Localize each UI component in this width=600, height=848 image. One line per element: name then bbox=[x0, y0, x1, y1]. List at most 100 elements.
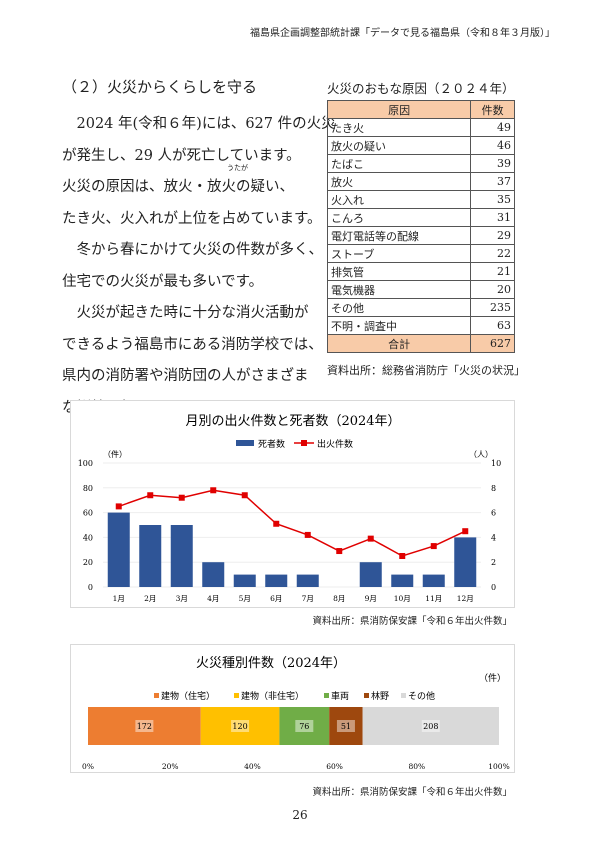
table-row: たき火 49 bbox=[326, 118, 515, 137]
table-row: 電灯電話等の配線 29 bbox=[326, 226, 515, 245]
month-label: 4月 bbox=[207, 594, 219, 603]
cause-cell: 排気管 bbox=[326, 262, 472, 281]
total-row: 合計 627 bbox=[326, 334, 515, 353]
fire-type-chart: 火災種別件数（2024年） （件） 建物（住宅） 建物（非住宅） 車両 林野 その他 172 1… bbox=[70, 644, 515, 773]
total-label: 合計 bbox=[326, 334, 472, 353]
point-fires bbox=[210, 487, 217, 494]
section-title: （２）火災からくらしを守る bbox=[62, 78, 258, 96]
left-tick: 100 bbox=[78, 459, 93, 468]
cause-cell: 放火の疑い bbox=[326, 136, 472, 155]
bar-deaths bbox=[170, 525, 193, 587]
legend-swatch bbox=[364, 693, 369, 698]
monthly-chart: 月別の出火件数と死者数（2024年） 死者数 出火件数 （件） （人） 0 0 20 2 40 4 6… bbox=[70, 400, 515, 608]
data-label-bg bbox=[336, 720, 355, 732]
data-label-bg bbox=[135, 720, 154, 732]
left-axis-unit: （件） bbox=[103, 449, 127, 459]
legend-line-marker bbox=[301, 440, 307, 446]
month-label: 8月 bbox=[333, 594, 345, 603]
right-tick: 4 bbox=[491, 533, 496, 542]
table-row: 放火 37 bbox=[326, 172, 515, 191]
header-cause: 原因 bbox=[326, 100, 472, 119]
bar-deaths bbox=[422, 574, 445, 587]
month-label: 9月 bbox=[365, 594, 377, 603]
point-fires bbox=[367, 535, 374, 542]
table-row: その他 235 bbox=[326, 298, 515, 317]
x-tick: 0% bbox=[82, 762, 94, 771]
cause-cell: その他 bbox=[326, 298, 472, 317]
data-label: 76 bbox=[299, 722, 309, 731]
point-fires bbox=[430, 543, 437, 550]
data-label-bg bbox=[421, 720, 440, 732]
x-tick: 20% bbox=[162, 762, 179, 771]
legend-item: その他 bbox=[408, 690, 435, 702]
left-tick: 40 bbox=[83, 533, 93, 542]
right-tick: 8 bbox=[491, 484, 496, 493]
total-value: 627 bbox=[470, 334, 515, 353]
legend-swatch bbox=[324, 693, 329, 698]
table-row: 放火の疑い 46 bbox=[326, 136, 515, 155]
bar-deaths bbox=[233, 574, 256, 587]
count-cell: 35 bbox=[470, 190, 515, 209]
chart-title: 火災種別件数（2024年） bbox=[196, 655, 346, 671]
cause-cell: ストーブ bbox=[326, 244, 472, 263]
point-fires bbox=[336, 548, 343, 555]
point-fires bbox=[115, 503, 122, 510]
month-label: 2月 bbox=[144, 594, 156, 603]
cause-cell: たき火 bbox=[326, 118, 472, 137]
chart-title: 月別の出火件数と死者数（2024年） bbox=[185, 414, 400, 429]
point-fires bbox=[241, 492, 248, 499]
legend-bar-swatch bbox=[236, 440, 254, 446]
data-label: 172 bbox=[137, 722, 152, 731]
count-cell: 22 bbox=[470, 244, 515, 263]
cause-cell: 不明・調査中 bbox=[326, 316, 472, 335]
cause-cell: たばこ bbox=[326, 154, 472, 173]
data-label: 208 bbox=[423, 722, 438, 731]
count-cell: 21 bbox=[470, 262, 515, 281]
cause-cell: 電灯電話等の配線 bbox=[326, 226, 472, 245]
left-tick: 60 bbox=[83, 509, 93, 518]
table-source: 資料出所：総務省消防庁「火災の状況」 bbox=[327, 364, 525, 377]
x-tick: 40% bbox=[244, 762, 261, 771]
legend-item: 林野 bbox=[371, 690, 389, 702]
paragraph-line: 住宅での火災が最も多いです。 bbox=[62, 273, 264, 290]
table-row: 排気管 21 bbox=[326, 262, 515, 281]
month-label: 10月 bbox=[394, 594, 411, 603]
bar-deaths bbox=[391, 574, 414, 587]
paragraph-line: 2024 年(令和６年)には、627 件の火災 bbox=[62, 116, 336, 132]
point-fires bbox=[304, 531, 311, 538]
count-cell: 63 bbox=[470, 316, 515, 335]
x-tick: 60% bbox=[326, 762, 343, 771]
bar-deaths bbox=[296, 574, 319, 587]
data-label-bg bbox=[295, 720, 314, 732]
left-tick: 20 bbox=[83, 558, 93, 567]
legend-item: 建物（住宅） bbox=[161, 690, 215, 702]
header-count: 件数 bbox=[470, 100, 515, 119]
left-tick: 0 bbox=[88, 583, 93, 592]
data-label-bg bbox=[231, 720, 250, 732]
cause-cell: 火入れ bbox=[326, 190, 472, 209]
unit-label: （件） bbox=[479, 672, 506, 684]
legend-swatch bbox=[154, 693, 159, 698]
paragraph-line: たき火、火入れが上位を占めています。 bbox=[62, 210, 322, 227]
month-label: 5月 bbox=[239, 594, 251, 603]
point-fires bbox=[399, 553, 406, 559]
chart1-source: 資料出所：県消防保安課「令和６年出火件数」 bbox=[312, 616, 512, 627]
segment-3 bbox=[329, 707, 363, 745]
paragraph-line: 県内の消防署や消防団の人がさまざま bbox=[62, 368, 309, 384]
page-number: 26 bbox=[292, 808, 308, 822]
count-cell: 39 bbox=[470, 154, 515, 173]
bar-deaths bbox=[107, 512, 130, 587]
table-row: 電気機器 20 bbox=[326, 280, 515, 299]
line-fires bbox=[118, 489, 466, 557]
count-cell: 235 bbox=[470, 298, 515, 317]
chart2-source: 資料出所：県消防保安課「令和６年出火件数」 bbox=[312, 787, 512, 798]
x-tick: 80% bbox=[408, 762, 425, 771]
ruby-annotation: うたが bbox=[227, 164, 248, 172]
bar-deaths bbox=[454, 537, 477, 587]
count-cell: 29 bbox=[470, 226, 515, 245]
bar-deaths bbox=[202, 562, 225, 587]
segment-1 bbox=[200, 707, 280, 745]
segment-2 bbox=[279, 707, 330, 745]
right-tick: 0 bbox=[491, 583, 496, 592]
running-header: 福島県企画調整部統計課「データで見る福島県（令和８年３月版）」 bbox=[250, 28, 555, 39]
